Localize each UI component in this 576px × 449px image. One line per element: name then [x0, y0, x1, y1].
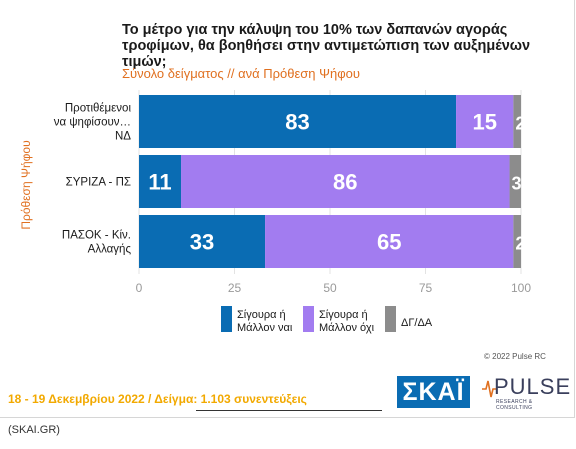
bar-segment-1-0	[139, 155, 182, 208]
copyright-note: © 2022 Pulse RC	[484, 352, 546, 361]
legend-label-1-0: Σίγουρα ή	[319, 309, 368, 321]
bar-segment-2-0	[139, 215, 266, 268]
pulse-logo-tagline: RESEARCH & CONSULTING	[496, 399, 533, 411]
category-label-1-0: ΣΥΡΙΖΑ - ΠΣ	[66, 177, 131, 189]
footer-divider	[196, 410, 382, 411]
category-label-0-2: ΝΔ	[115, 131, 131, 143]
legend-swatch-1	[303, 306, 314, 332]
category-label-2-1: Αλλαγής	[88, 244, 132, 256]
legend-label-2-0: ΔΓ/ΔΑ	[401, 317, 433, 329]
legend-label-1-1: Μάλλον όχι	[319, 322, 375, 334]
x-tick-label-100: 100	[511, 281, 531, 295]
data-label-1-2: 3	[512, 174, 522, 194]
bar-segment-1-2	[509, 155, 521, 208]
bar-segment-2-1	[265, 215, 514, 268]
source-label: (SKAI.GR)	[8, 424, 60, 436]
x-tick-label-25: 25	[228, 281, 242, 295]
x-tick-label-0: 0	[136, 281, 143, 295]
chart-title: Το μέτρο για την κάλυψη του 10% των δαπα…	[122, 22, 531, 70]
pulse-logo-word: PULSE	[494, 374, 572, 399]
x-tick-label-75: 75	[419, 281, 433, 295]
data-label-1-0: 11	[148, 170, 171, 195]
bar-segment-1-1	[181, 155, 510, 208]
category-label-0-0: Προτιθέμενοι	[65, 103, 132, 115]
skai-logo: ΣΚΑΪ	[397, 376, 470, 408]
x-tick-label-50: 50	[323, 281, 337, 295]
pulse-logo: PULSE RESEARCH & CONSULTING	[482, 374, 572, 411]
data-label-0-1: 15	[472, 110, 496, 135]
data-label-2-0: 33	[190, 230, 214, 255]
legend-swatch-0	[221, 306, 232, 332]
bar-segment-0-1	[456, 95, 514, 148]
survey-dates: 18 - 19 Δεκεμβρίου 2022 / Δείγμα: 1.103 …	[8, 392, 307, 406]
data-label-0-2: 2	[515, 114, 525, 134]
chart-subtitle: Σύνολο δείγματος // ανά Πρόθεση Ψήφου	[122, 66, 360, 81]
category-label-2-0: ΠΑΣΟΚ - Κίν.	[62, 230, 131, 242]
data-label-0-0: 83	[285, 110, 309, 135]
data-label-2-2: 2	[515, 234, 525, 254]
stacked-bar-chart: 0 25 50 75 100 Πρόθεση Ψήφου 83 15 2 Προτιθέμενοι…	[19, 90, 531, 334]
legend-label-0-1: Μάλλον ναι	[237, 322, 293, 334]
legend-swatch-2	[385, 306, 396, 332]
data-label-1-1: 86	[333, 170, 357, 195]
data-label-2-1: 65	[377, 230, 401, 255]
bar-segment-2-2	[513, 215, 521, 268]
bar-segment-0-2	[513, 95, 521, 148]
category-label-0-1: να ψηφίσουν…	[54, 117, 131, 129]
pulse-logo-icon	[482, 380, 496, 398]
bar-segment-0-0	[139, 95, 457, 148]
y-axis-title: Πρόθεση Ψήφου	[19, 140, 33, 229]
legend-label-0-0: Σίγουρα ή	[237, 309, 286, 321]
chart-frame	[0, 0, 575, 418]
